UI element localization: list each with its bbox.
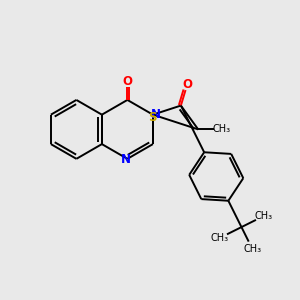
Text: N: N bbox=[151, 108, 161, 121]
Text: O: O bbox=[182, 78, 192, 91]
Text: CH₃: CH₃ bbox=[254, 211, 272, 221]
Text: CH₃: CH₃ bbox=[211, 233, 229, 243]
Text: O: O bbox=[122, 75, 132, 88]
Text: S: S bbox=[148, 110, 157, 124]
Text: N: N bbox=[121, 153, 131, 166]
Text: CH₃: CH₃ bbox=[243, 244, 261, 254]
Text: CH₃: CH₃ bbox=[213, 124, 231, 134]
